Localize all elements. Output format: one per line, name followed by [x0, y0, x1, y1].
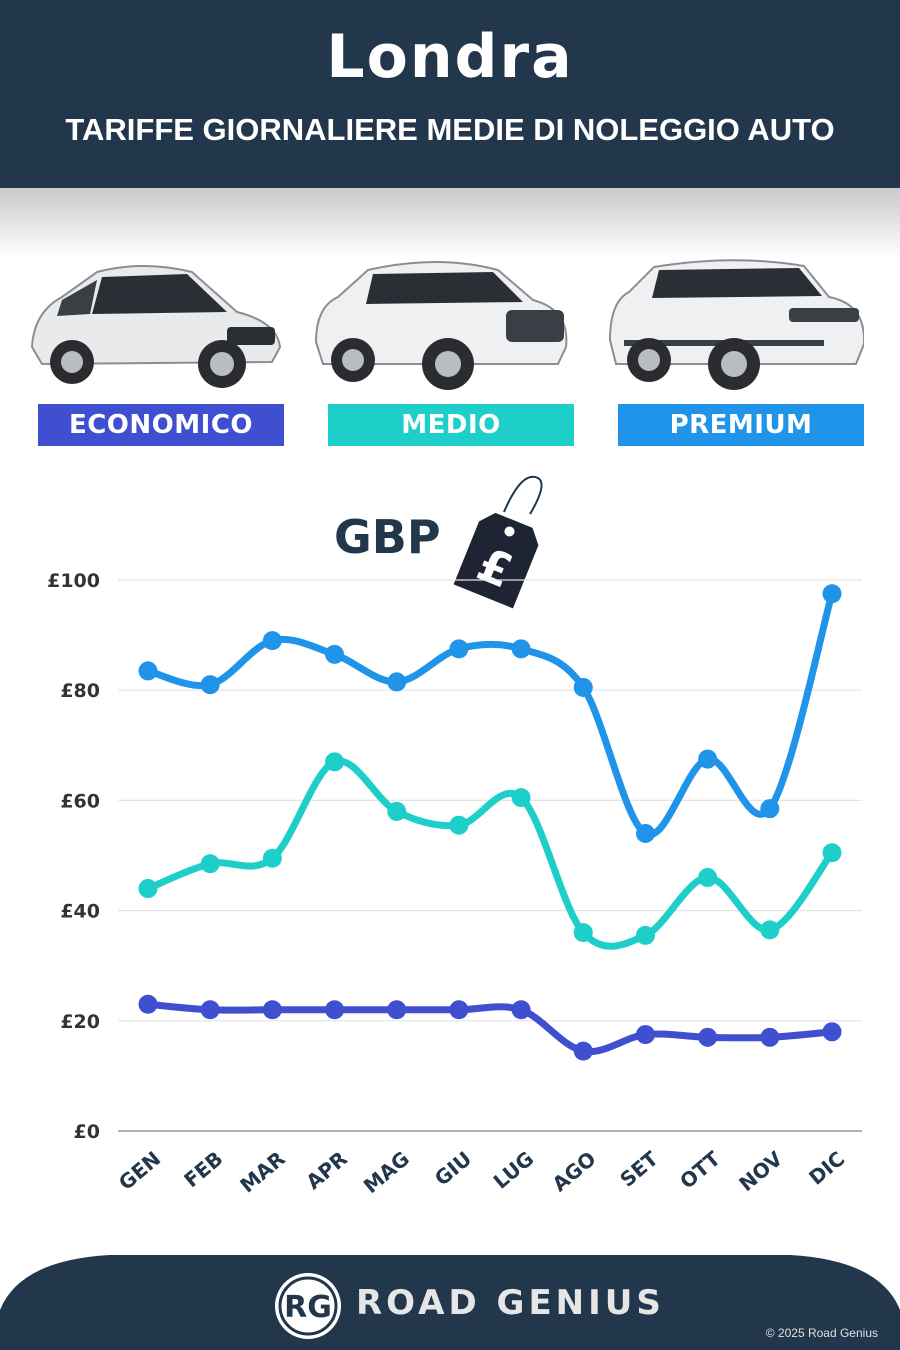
x-tick-label: NOV: [734, 1146, 787, 1196]
copyright: © 2025 Road Genius: [765, 1326, 878, 1340]
y-tick-label: £20: [60, 1011, 100, 1033]
data-point-economico: [200, 1000, 220, 1020]
data-point-economico: [822, 1022, 842, 1042]
y-tick-label: £40: [60, 901, 100, 923]
category-badge-premium: PREMIUM: [618, 404, 864, 446]
x-tick-label: FEB: [179, 1146, 227, 1192]
data-point-medio: [698, 868, 718, 888]
data-point-economico: [573, 1041, 593, 1061]
header-banner: Londra TARIFFE GIORNALIERE MEDIE DI NOLE…: [0, 0, 900, 188]
x-tick-label: MAR: [235, 1146, 289, 1197]
data-point-economico: [387, 1000, 407, 1020]
data-point-premium: [262, 631, 282, 651]
data-point-medio: [387, 801, 407, 821]
y-tick-label: £0: [74, 1121, 100, 1143]
x-tick-label: DIC: [804, 1146, 849, 1189]
data-point-medio: [573, 923, 593, 943]
data-point-premium: [822, 584, 842, 604]
series-line-economico: [144, 1000, 836, 1056]
header-shadow: [0, 188, 900, 258]
footer-band: [0, 1255, 900, 1350]
premium-suv-image: [608, 259, 864, 390]
page-subtitle: TARIFFE GIORNALIERE MEDIE DI NOLEGGIO AU…: [65, 112, 835, 147]
data-point-premium: [511, 639, 531, 659]
midsize-suv-image: [314, 261, 568, 390]
data-point-premium: [449, 639, 469, 659]
x-tick-label: MAG: [359, 1146, 414, 1198]
data-point-medio: [262, 848, 282, 868]
data-point-premium: [387, 672, 407, 692]
x-tick-label: LUG: [489, 1146, 539, 1193]
data-point-medio: [138, 879, 158, 899]
data-point-economico: [138, 994, 158, 1014]
data-point-economico: [325, 1000, 345, 1020]
series-line-medio: [144, 757, 836, 950]
data-point-economico: [760, 1027, 780, 1047]
economy-car-image: [30, 265, 282, 388]
data-point-premium: [325, 644, 345, 664]
data-point-economico: [262, 1000, 282, 1020]
data-point-medio: [325, 752, 345, 772]
x-tick-label: OTT: [675, 1146, 725, 1193]
logo-text: RG: [284, 1290, 332, 1325]
x-tick-label: SET: [615, 1146, 663, 1191]
category-badge-medio: MEDIO: [328, 404, 574, 446]
data-point-premium: [635, 823, 655, 843]
data-point-medio: [822, 843, 842, 863]
y-tick-label: £80: [60, 680, 100, 702]
x-tick-label: GEN: [114, 1146, 165, 1194]
currency-label: GBP: [334, 510, 441, 564]
data-point-premium: [573, 677, 593, 697]
series-line-premium: [144, 590, 836, 839]
category-badge-economico: ECONOMICO: [38, 404, 284, 446]
data-point-medio: [449, 815, 469, 835]
page-title: Londra: [326, 22, 574, 92]
data-point-economico: [449, 1000, 469, 1020]
x-tick-label: GIU: [430, 1146, 476, 1190]
x-tick-label: APR: [301, 1146, 351, 1194]
road-genius-logo-icon: RG: [275, 1273, 341, 1339]
data-point-economico: [698, 1027, 718, 1047]
data-point-economico: [511, 1000, 531, 1020]
data-point-medio: [200, 854, 220, 874]
x-tick-label: AGO: [548, 1146, 601, 1196]
data-point-premium: [138, 661, 158, 681]
data-point-premium: [760, 799, 780, 819]
data-point-premium: [200, 675, 220, 695]
data-point-premium: [698, 749, 718, 769]
y-tick-label: £100: [47, 570, 100, 592]
rates-line-chart: £0 £20 £40 £60 £80 £100 GEN FEB MAR APR MAG GIU LUG…: [47, 570, 862, 1198]
data-point-medio: [635, 925, 655, 945]
pound-price-tag-icon: £: [453, 475, 543, 609]
y-tick-label: £60: [60, 790, 100, 812]
data-point-medio: [511, 788, 531, 808]
data-point-economico: [635, 1025, 655, 1045]
data-point-medio: [760, 920, 780, 940]
brand-name: ROAD GENIUS: [356, 1283, 665, 1323]
